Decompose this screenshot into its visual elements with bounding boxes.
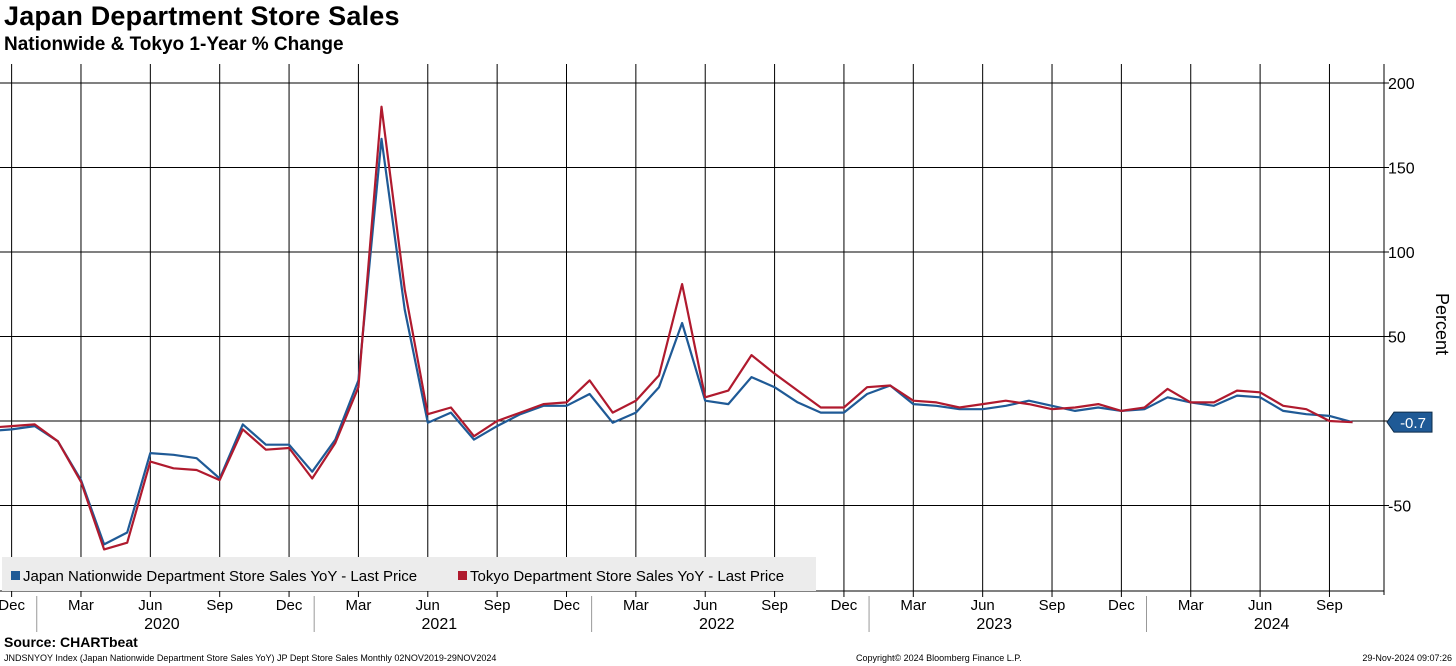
legend-swatch-tokyo <box>458 571 467 580</box>
x-tick-label: Sep <box>1039 597 1066 614</box>
x-tick-label: Sep <box>1316 597 1343 614</box>
legend-label-tokyo: Tokyo Department Store Sales YoY - Last … <box>470 568 784 585</box>
last-value-tag <box>1386 411 1433 433</box>
x-year-label: 2021 <box>422 616 458 633</box>
y-axis-title: Percent <box>1432 293 1452 355</box>
x-year-label: 2024 <box>1254 616 1290 633</box>
x-tick-label: Sep <box>484 597 511 614</box>
x-tick-label: Jun <box>416 597 440 614</box>
y-tick-label: 200 <box>1388 76 1415 93</box>
x-tick-label: Mar <box>345 597 371 614</box>
x-tick-label: Jun <box>138 597 162 614</box>
series-line-tokyo <box>0 105 1353 551</box>
x-tick-label: Jun <box>693 597 717 614</box>
y-tick-label: -50 <box>1388 499 1411 516</box>
x-tick-label: Dec <box>0 597 25 614</box>
series-line-nationwide <box>0 137 1353 546</box>
y-tick-label: 150 <box>1388 161 1415 178</box>
chart-subtitle: Nationwide & Tokyo 1-Year % Change <box>4 34 344 55</box>
x-year-label: 2023 <box>976 616 1012 633</box>
last-value-label: -0.7 <box>1400 415 1426 432</box>
copyright-note: Copyright© 2024 Bloomberg Finance L.P. <box>856 653 1022 663</box>
x-tick-label: Dec <box>831 597 858 614</box>
x-tick-label: Sep <box>206 597 233 614</box>
legend-box <box>2 557 816 591</box>
timestamp: 29-Nov-2024 09:07:26 <box>1362 653 1452 663</box>
x-tick-label: Mar <box>68 597 94 614</box>
x-tick-label: Mar <box>1178 597 1204 614</box>
x-year-label: 2020 <box>144 616 180 633</box>
ticker-info: JNDSNYOY Index (Japan Nationwide Departm… <box>4 653 497 663</box>
x-tick-label: Dec <box>553 597 580 614</box>
x-tick-label: Mar <box>900 597 926 614</box>
y-tick-label: 100 <box>1388 245 1415 262</box>
x-tick-label: Sep <box>761 597 788 614</box>
legend-swatch-nationwide <box>11 571 20 580</box>
legend-label-nationwide: Japan Nationwide Department Store Sales … <box>23 568 417 585</box>
x-tick-label: Dec <box>276 597 303 614</box>
x-year-label: 2022 <box>699 616 735 633</box>
x-tick-label: Mar <box>623 597 649 614</box>
x-tick-label: Jun <box>971 597 995 614</box>
source-note: Source: CHARTbeat <box>4 634 138 650</box>
chart-title: Japan Department Store Sales <box>4 1 400 31</box>
x-tick-label: Dec <box>1108 597 1135 614</box>
y-tick-label: 50 <box>1388 330 1406 347</box>
x-tick-label: Jun <box>1248 597 1272 614</box>
